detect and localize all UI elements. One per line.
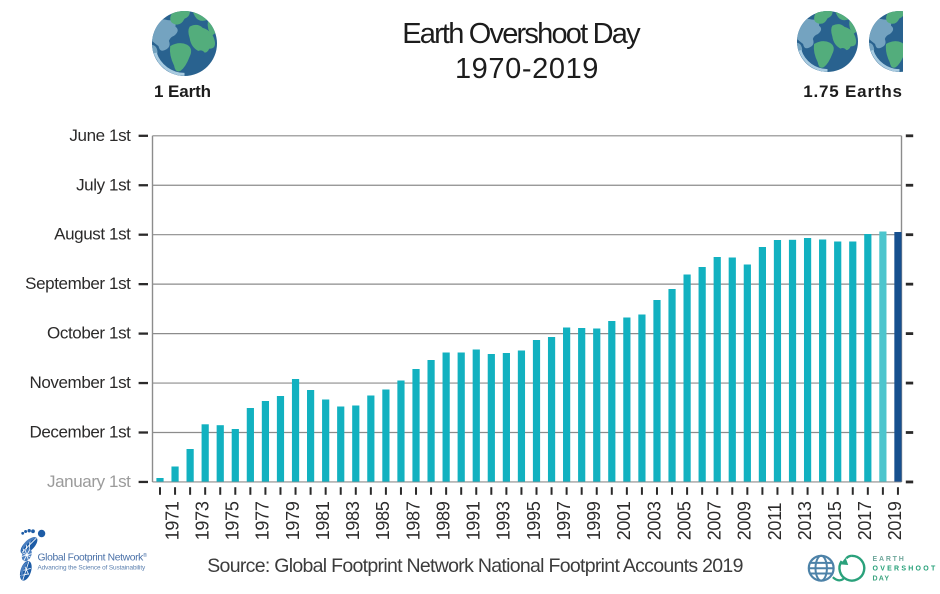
- svg-text:2017: 2017: [855, 501, 875, 540]
- svg-text:2019: 2019: [885, 501, 905, 540]
- svg-text:December 1st: December 1st: [29, 423, 131, 442]
- svg-text:1997: 1997: [554, 501, 574, 540]
- svg-text:Global Footprint Network®: Global Footprint Network®: [38, 552, 148, 564]
- svg-text:1970-2019: 1970-2019: [455, 53, 599, 85]
- svg-text:November 1st: November 1st: [29, 373, 131, 392]
- svg-text:October 1st: October 1st: [47, 324, 131, 343]
- svg-text:1981: 1981: [313, 501, 333, 540]
- svg-text:Source: Global Footprint Netwo: Source: Global Footprint Network Nationa…: [207, 555, 742, 577]
- svg-text:Advancing the Science of Susta: Advancing the Science of Sustainability: [38, 565, 147, 572]
- svg-text:1995: 1995: [524, 501, 544, 540]
- svg-text:September 1st: September 1st: [25, 274, 131, 293]
- svg-text:DAY: DAY: [873, 576, 891, 583]
- svg-text:2007: 2007: [705, 501, 725, 540]
- svg-text:1983: 1983: [343, 501, 363, 540]
- svg-text:2001: 2001: [614, 501, 634, 540]
- svg-text:Earth Overshoot Day: Earth Overshoot Day: [402, 18, 641, 50]
- svg-text:1999: 1999: [584, 501, 604, 540]
- svg-text:1971: 1971: [162, 501, 182, 540]
- svg-text:1989: 1989: [433, 501, 453, 540]
- svg-text:2005: 2005: [674, 501, 694, 540]
- svg-text:1973: 1973: [192, 501, 212, 540]
- svg-text:2009: 2009: [735, 501, 755, 540]
- svg-text:2013: 2013: [795, 501, 815, 540]
- svg-text:1991: 1991: [464, 501, 484, 540]
- svg-text:January 1st: January 1st: [47, 472, 131, 491]
- svg-text:1975: 1975: [223, 501, 243, 540]
- svg-text:1985: 1985: [373, 501, 393, 540]
- svg-text:1993: 1993: [494, 501, 514, 540]
- svg-text:EARTH: EARTH: [873, 556, 906, 563]
- svg-text:July 1st: July 1st: [76, 175, 131, 194]
- svg-text:2011: 2011: [765, 503, 785, 541]
- svg-text:1977: 1977: [253, 501, 273, 540]
- svg-text:August 1st: August 1st: [54, 225, 131, 244]
- svg-text:OVERSHOOT: OVERSHOOT: [873, 566, 938, 573]
- svg-text:June 1st: June 1st: [69, 126, 131, 145]
- svg-text:2003: 2003: [644, 501, 664, 540]
- svg-text:2015: 2015: [825, 501, 845, 540]
- svg-text:1979: 1979: [283, 501, 303, 540]
- svg-text:1987: 1987: [403, 501, 423, 540]
